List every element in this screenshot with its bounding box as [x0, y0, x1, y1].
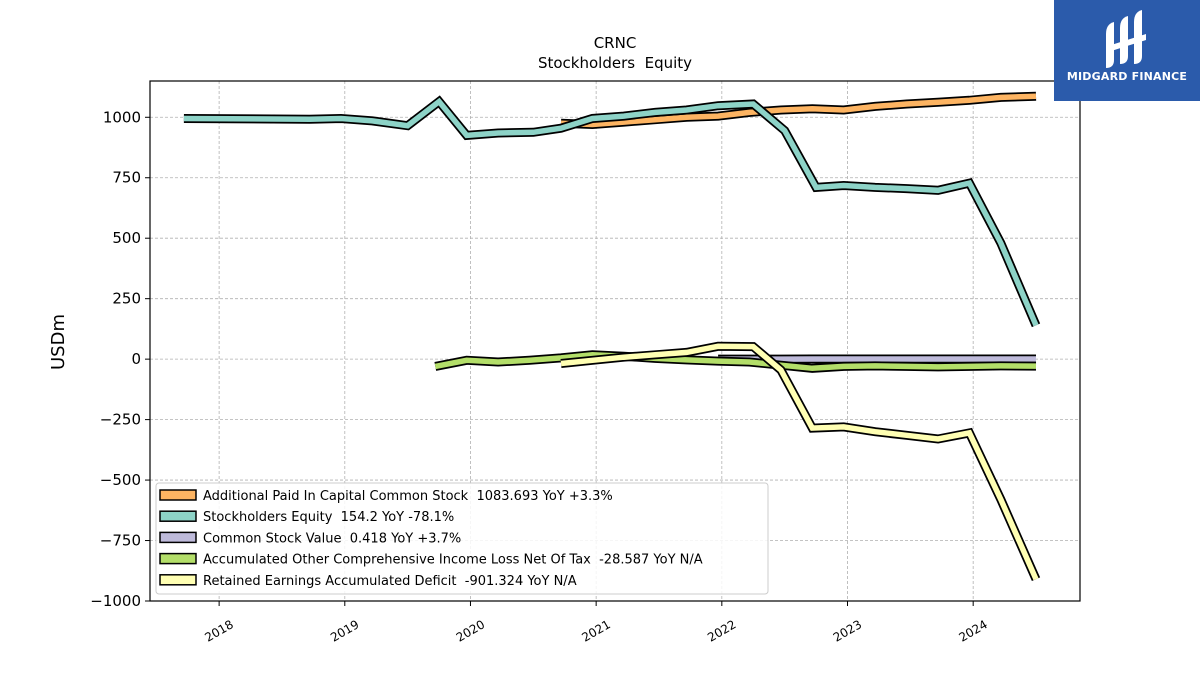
- plot-frame: [149, 80, 1081, 602]
- midgard-logo-icon: [1106, 10, 1146, 68]
- y-tick-label: 1000: [103, 108, 141, 126]
- y-tick-label: −1000: [90, 592, 141, 610]
- logo-text: MIDGARD FINANCE: [1066, 70, 1188, 83]
- legend: Additional Paid In Capital Common Stock …: [155, 482, 769, 595]
- legend-swatch: [159, 574, 197, 586]
- legend-swatch: [159, 510, 197, 522]
- legend-label: Accumulated Other Comprehensive Income L…: [203, 553, 703, 568]
- y-tick-label: −250: [100, 411, 141, 429]
- series-outline-1: [183, 95, 1041, 328]
- series-layer: [183, 91, 1041, 582]
- legend-label: Common Stock Value 0.418 YoY +3.7%: [203, 531, 461, 546]
- y-axis-label: USDm: [48, 314, 69, 370]
- legend-box: [155, 482, 769, 595]
- x-tick-label: 2022: [705, 617, 738, 644]
- legend-label: Stockholders Equity 154.2 YoY -78.1%: [203, 510, 454, 525]
- y-tick-label: 250: [112, 290, 141, 308]
- y-tick-label: −750: [100, 532, 141, 550]
- y-tick-label: 750: [112, 169, 141, 187]
- series-line-4: [560, 343, 1039, 581]
- chart-title: CRNC: [594, 34, 637, 52]
- x-tick-label: 2018: [202, 617, 235, 644]
- y-tick-label: 0: [131, 350, 141, 368]
- x-tick-label: 2020: [454, 617, 487, 644]
- y-tick-label: −500: [100, 471, 141, 489]
- x-tick-label: 2021: [579, 617, 612, 644]
- y-tick-label: 500: [112, 229, 141, 247]
- legend-swatch: [159, 552, 197, 565]
- x-tick-label: 2019: [328, 617, 361, 644]
- x-tick-label: 2023: [831, 617, 864, 644]
- legend-swatch: [159, 489, 197, 501]
- x-tick-label: 2024: [956, 617, 989, 644]
- chart-subtitle: Stockholders Equity: [538, 54, 692, 72]
- series-line-0: [560, 93, 1037, 128]
- series-line-3: [434, 352, 1037, 372]
- legend-swatch: [159, 531, 197, 544]
- legend-label: Retained Earnings Accumulated Deficit -9…: [203, 574, 577, 589]
- brand-logo: MIDGARD FINANCE: [1054, 0, 1200, 101]
- series-line-1: [183, 97, 1039, 327]
- legend-label: Additional Paid In Capital Common Stock …: [203, 489, 613, 504]
